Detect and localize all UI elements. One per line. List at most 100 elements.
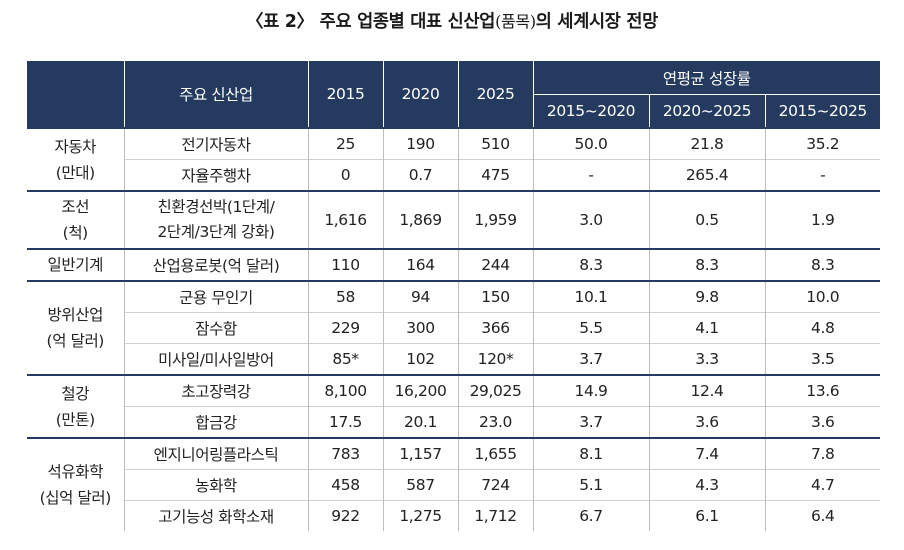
growth-cell: 21.8 bbox=[648, 127, 765, 160]
value-cell: 1,712 bbox=[457, 500, 533, 531]
value-cell: 1,655 bbox=[457, 437, 533, 470]
category-cell: 조선 (척) bbox=[27, 190, 124, 249]
table-row: 석유화학 (십억 달러) 엔지니어링플라스틱 783 1,157 1,655 8.… bbox=[27, 437, 881, 531]
category-cell: 철강 (만톤) bbox=[27, 374, 124, 438]
growth-cell: 14.9 bbox=[532, 374, 649, 407]
item-cell: 전기자동차 bbox=[123, 127, 308, 160]
value-cell: 20.1 bbox=[382, 406, 458, 438]
value-cell: 58 bbox=[307, 280, 383, 313]
value-cell: 783 bbox=[307, 437, 383, 470]
value-cell: 300 bbox=[382, 312, 458, 344]
growth-cell: 10.1 bbox=[532, 280, 649, 313]
growth-cell: 4.3 bbox=[648, 469, 765, 501]
item-cell: 산업용로봇(억 달러) bbox=[123, 248, 308, 281]
header-period: 2015~2025 bbox=[764, 94, 881, 128]
value-cell: 1,275 bbox=[382, 500, 458, 531]
growth-cell: 5.1 bbox=[532, 469, 649, 501]
growth-cell: 3.6 bbox=[648, 406, 765, 438]
table-row: 조선 (척) 친환경선박(1단계/2단계/3단계 강화) 1,616 1,869 … bbox=[27, 190, 881, 249]
value-cell: 25 bbox=[307, 127, 383, 160]
table-row: 자율주행차 0 0.7 475 - 265.4 - bbox=[27, 159, 881, 191]
category-cell: 석유화학 (십억 달러) bbox=[27, 437, 124, 531]
market-outlook-table: 주요 신산업 2015 2020 2025 연평균 성장률 2015~2020 … bbox=[27, 61, 881, 531]
header-period: 2020~2025 bbox=[648, 94, 765, 128]
value-cell: 23.0 bbox=[457, 406, 533, 438]
growth-cell: 4.8 bbox=[764, 312, 881, 344]
growth-cell: 9.8 bbox=[648, 280, 765, 313]
value-cell: 724 bbox=[457, 469, 533, 501]
table-row: 미사일/미사일방어 85* 102 120* 3.7 3.3 3.5 bbox=[27, 343, 881, 375]
growth-cell: 4.7 bbox=[764, 469, 881, 501]
growth-cell: - bbox=[764, 159, 881, 191]
table-row: 합금강 17.5 20.1 23.0 3.7 3.6 3.6 bbox=[27, 406, 881, 438]
growth-cell: 7.8 bbox=[764, 437, 881, 470]
header-growth: 연평균 성장률 bbox=[532, 61, 881, 95]
growth-cell: 50.0 bbox=[532, 127, 649, 160]
table-row: 잠수함 229 300 366 5.5 4.1 4.8 bbox=[27, 312, 881, 344]
growth-cell: 6.7 bbox=[532, 500, 649, 531]
table-row: 자동차 (만대) 전기자동차 25 190 510 50.0 21.8 35.2 bbox=[27, 127, 881, 191]
table-row: 농화학 458 587 724 5.1 4.3 4.7 bbox=[27, 469, 881, 501]
value-cell: 229 bbox=[307, 312, 383, 344]
value-cell: 1,959 bbox=[457, 190, 533, 249]
value-cell: 1,157 bbox=[382, 437, 458, 470]
value-cell: 190 bbox=[382, 127, 458, 160]
growth-cell: 3.0 bbox=[532, 190, 649, 249]
value-cell: 475 bbox=[457, 159, 533, 191]
value-cell: 458 bbox=[307, 469, 383, 501]
item-cell: 합금강 bbox=[123, 406, 308, 438]
growth-cell: 10.0 bbox=[764, 280, 881, 313]
table-title: 〈표 2〉 주요 업종별 대표 신산업(품목)의 세계시장 전망 bbox=[246, 12, 658, 32]
growth-cell: 8.3 bbox=[648, 248, 765, 281]
value-cell: 17.5 bbox=[307, 406, 383, 438]
growth-cell: 3.7 bbox=[532, 406, 649, 438]
value-cell: 922 bbox=[307, 500, 383, 531]
growth-cell: 4.1 bbox=[648, 312, 765, 344]
growth-cell: 13.6 bbox=[764, 374, 881, 407]
growth-cell: 7.4 bbox=[648, 437, 765, 470]
growth-cell: 8.3 bbox=[764, 248, 881, 281]
growth-cell: 5.5 bbox=[532, 312, 649, 344]
growth-cell: 8.1 bbox=[532, 437, 649, 470]
growth-cell: 1.9 bbox=[764, 190, 881, 249]
category-cell: 자동차 (만대) bbox=[27, 127, 124, 191]
value-cell: 164 bbox=[382, 248, 458, 281]
value-cell: 1,869 bbox=[382, 190, 458, 249]
value-cell: 0.7 bbox=[382, 159, 458, 191]
value-cell: 587 bbox=[382, 469, 458, 501]
value-cell: 150 bbox=[457, 280, 533, 313]
item-cell: 초고장력강 bbox=[123, 374, 308, 407]
header-item: 주요 신산업 bbox=[123, 61, 308, 128]
value-cell: 85* bbox=[307, 343, 383, 375]
header-year: 2020 bbox=[382, 61, 458, 128]
value-cell: 110 bbox=[307, 248, 383, 281]
growth-cell: 12.4 bbox=[648, 374, 765, 407]
category-cell: 일반기계 bbox=[27, 248, 124, 281]
growth-cell: - bbox=[532, 159, 649, 191]
growth-cell: 3.7 bbox=[532, 343, 649, 375]
item-cell: 잠수함 bbox=[123, 312, 308, 344]
value-cell: 16,200 bbox=[382, 374, 458, 407]
item-cell: 자율주행차 bbox=[123, 159, 308, 191]
growth-cell: 6.1 bbox=[648, 500, 765, 531]
header-category bbox=[27, 61, 124, 128]
category-cell: 방위산업 (억 달러) bbox=[27, 280, 124, 375]
item-cell: 농화학 bbox=[123, 469, 308, 501]
item-cell: 미사일/미사일방어 bbox=[123, 343, 308, 375]
value-cell: 102 bbox=[382, 343, 458, 375]
value-cell: 94 bbox=[382, 280, 458, 313]
table-row: 방위산업 (억 달러) 군용 무인기 58 94 150 10.1 9.8 10.… bbox=[27, 280, 881, 375]
growth-cell: 6.4 bbox=[764, 500, 881, 531]
value-cell: 1,616 bbox=[307, 190, 383, 249]
item-cell: 군용 무인기 bbox=[123, 280, 308, 313]
table-row: 철강 (만톤) 초고장력강 8,100 16,200 29,025 14.9 12… bbox=[27, 374, 881, 438]
value-cell: 366 bbox=[457, 312, 533, 344]
growth-cell: 3.5 bbox=[764, 343, 881, 375]
item-cell: 친환경선박(1단계/2단계/3단계 강화) bbox=[123, 190, 308, 249]
growth-cell: 3.6 bbox=[764, 406, 881, 438]
value-cell: 510 bbox=[457, 127, 533, 160]
value-cell: 8,100 bbox=[307, 374, 383, 407]
value-cell: 0 bbox=[307, 159, 383, 191]
value-cell: 244 bbox=[457, 248, 533, 281]
growth-cell: 3.3 bbox=[648, 343, 765, 375]
